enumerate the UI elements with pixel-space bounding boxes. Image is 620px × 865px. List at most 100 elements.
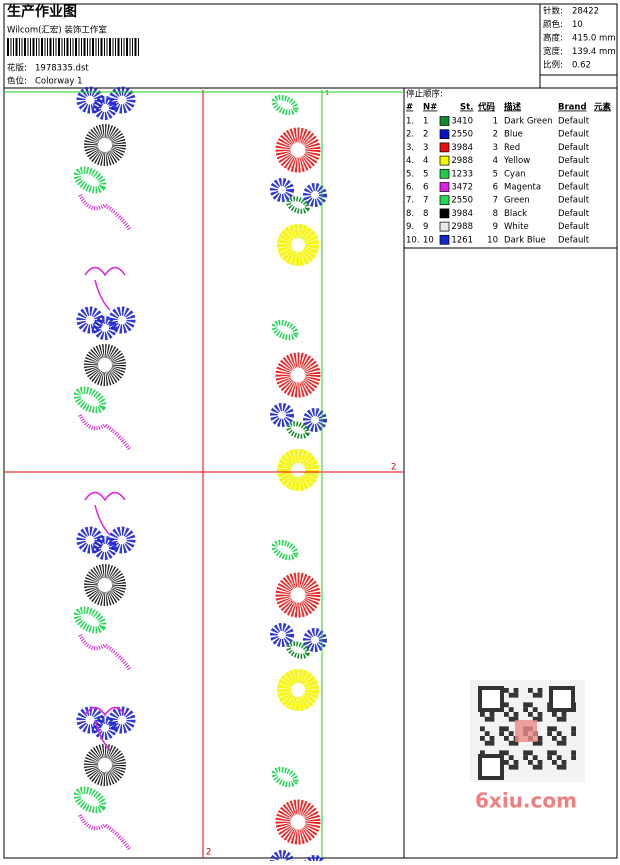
bar	[83, 38, 86, 56]
qr-cell	[504, 760, 509, 765]
qr-cell	[528, 712, 533, 717]
color-swatch	[439, 129, 450, 140]
bar	[53, 38, 54, 56]
qr-cell	[552, 726, 557, 732]
motif	[84, 124, 126, 166]
stitches: 3984	[451, 143, 473, 153]
bar	[70, 38, 71, 56]
code: 7	[493, 196, 498, 206]
bar	[89, 38, 91, 56]
qr-cell	[508, 731, 514, 736]
motif	[277, 224, 319, 266]
page-marker: 2	[206, 848, 211, 858]
motif	[277, 449, 319, 491]
qr-cell	[547, 755, 552, 760]
qr-cell	[480, 736, 485, 741]
bar	[13, 38, 14, 56]
qr-cell	[523, 702, 528, 708]
qr-cell	[571, 750, 576, 756]
motif	[93, 316, 117, 340]
bar	[100, 38, 103, 56]
qr-cell	[504, 702, 509, 708]
needle: 10	[423, 235, 434, 245]
info-label: 针数:	[543, 6, 563, 17]
qr-cell	[537, 692, 543, 698]
qr-cell	[547, 750, 552, 756]
motif	[303, 408, 327, 432]
bar	[87, 38, 88, 56]
info-box: 针数: 28422 颜色: 10 高度: 415.0 mm 宽度: 139.4 mm 比例: 0.…	[543, 6, 616, 71]
qr-cell	[532, 764, 538, 770]
qr-cell	[513, 760, 519, 765]
motif	[93, 536, 117, 560]
motif	[271, 94, 299, 116]
code: 6	[493, 183, 498, 193]
description: Dark Blue	[504, 235, 546, 245]
qr-cell	[561, 712, 567, 717]
description: Dark Green	[504, 117, 553, 127]
stitches: 3984	[451, 209, 473, 219]
qr-cell	[480, 726, 485, 732]
brand: Default	[558, 130, 590, 140]
color-swatch	[439, 208, 450, 219]
motif	[84, 564, 126, 606]
bar	[126, 38, 128, 56]
motif	[275, 799, 321, 845]
qr-cell	[508, 707, 514, 712]
bar	[112, 38, 114, 56]
qr-cell	[480, 750, 485, 756]
qr-cell	[504, 736, 509, 741]
qr-cell	[537, 760, 543, 765]
info-value: 139.4 mm	[572, 47, 616, 57]
qr-cell	[556, 764, 562, 770]
qr-cell	[504, 726, 509, 732]
bar	[36, 38, 37, 56]
qr-cell	[552, 750, 557, 756]
bar	[75, 38, 77, 56]
bar	[27, 38, 29, 56]
brand: Default	[558, 209, 590, 219]
info-label: 高度:	[543, 33, 563, 44]
code: 8	[493, 209, 498, 219]
qr-cell	[556, 731, 562, 736]
bar	[44, 38, 46, 56]
embroidery-preview	[73, 86, 327, 865]
motif	[93, 96, 117, 120]
qr-cell	[504, 712, 509, 717]
description: Yellow	[503, 156, 530, 166]
qr-cell	[489, 736, 495, 741]
color-swatch	[439, 142, 450, 153]
color-swatch	[439, 116, 450, 126]
stitches: 3472	[451, 183, 473, 193]
qr-cell	[523, 750, 528, 756]
column-header: St.	[460, 103, 473, 113]
bar	[123, 38, 125, 56]
motif	[286, 196, 310, 214]
motif	[84, 706, 126, 751]
bar	[132, 38, 133, 56]
code: 3	[493, 143, 498, 153]
qr-cell	[513, 688, 519, 693]
motif	[84, 266, 126, 311]
qr-cell	[528, 688, 533, 693]
row-index: 7.	[406, 196, 414, 206]
qr-cell	[508, 755, 514, 760]
qr-cell	[523, 755, 528, 760]
qr-cell	[532, 740, 538, 746]
needle: 6	[423, 183, 428, 193]
row-index: 6.	[406, 183, 414, 193]
row-index: 5.	[406, 169, 414, 179]
design-label: 花版:	[7, 63, 27, 74]
bar	[38, 38, 40, 56]
qr-cell	[528, 760, 533, 765]
motif	[84, 744, 126, 786]
column-header: 元素	[594, 102, 612, 113]
bar	[72, 38, 74, 56]
description: Magenta	[504, 183, 541, 193]
motif	[84, 344, 126, 386]
motif	[270, 403, 294, 427]
qr-cell	[571, 726, 576, 732]
color-swatch	[439, 168, 450, 179]
qr-cell	[561, 740, 567, 746]
qr-cell	[513, 692, 519, 698]
